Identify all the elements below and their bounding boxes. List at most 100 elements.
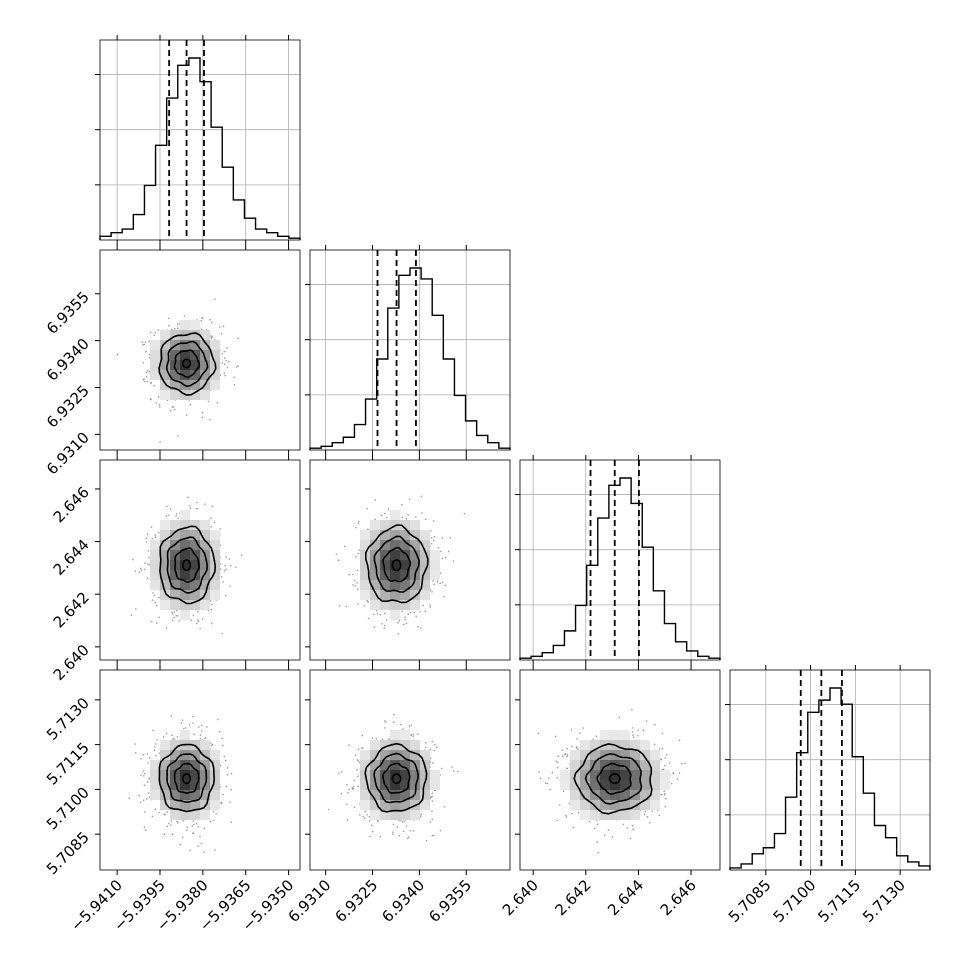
density-cell [410, 540, 420, 550]
density-cell [210, 580, 220, 590]
scatter-point [226, 366, 229, 368]
scatter-point [175, 615, 177, 617]
scatter-point [432, 762, 434, 764]
scatter-point [222, 793, 224, 796]
scatter-point [346, 803, 348, 806]
scatter-point [575, 747, 578, 749]
scatter-point [399, 723, 402, 726]
scatter-point [377, 819, 379, 822]
scatter-point [145, 350, 147, 353]
density-cell [170, 390, 180, 400]
scatter-point [148, 340, 151, 342]
density-cell [360, 750, 370, 760]
scatter-point [663, 790, 665, 792]
scatter-point [199, 627, 201, 630]
density-cell [150, 570, 160, 580]
density-cell [200, 370, 210, 380]
scatter-point [538, 771, 540, 773]
density-cell [660, 780, 670, 790]
scatter-panel-2-0 [95, 455, 301, 665]
scatter-point [169, 508, 172, 510]
density-cell [430, 550, 440, 560]
density-cell [160, 790, 170, 800]
scatter-point [430, 542, 433, 545]
scatter-point [642, 729, 645, 732]
density-cell [420, 570, 430, 580]
scatter-point [209, 418, 211, 421]
scatter-point [139, 801, 142, 804]
scatter-point [134, 570, 137, 572]
scatter-point [432, 520, 435, 522]
density-cell [170, 370, 180, 380]
density-cell [170, 790, 180, 800]
density-cell [610, 730, 620, 740]
scatter-point [357, 520, 360, 523]
scatter-panel-3-0 [95, 665, 301, 875]
scatter-point [632, 828, 635, 831]
density-cell [390, 790, 400, 800]
scatter-point [407, 836, 410, 839]
histogram-panel-1 [305, 245, 511, 455]
scatter-point [163, 813, 165, 815]
scatter-point [684, 762, 686, 765]
panel-frame [519, 459, 721, 661]
x-tick-label: 5.7100 [770, 876, 820, 926]
scatter-point [223, 350, 226, 353]
scatter-point [631, 824, 634, 827]
scatter-point [189, 403, 192, 406]
density-cell [360, 800, 370, 810]
density-cell [630, 770, 640, 780]
density-cell [190, 780, 200, 790]
scatter-point [196, 507, 199, 510]
density-cell [160, 530, 170, 540]
histogram-step-line [519, 477, 721, 660]
density-cell [640, 760, 650, 770]
scatter-point [594, 827, 596, 830]
scatter-point [170, 824, 172, 826]
scatter-point [221, 737, 223, 740]
density-cell [160, 520, 170, 530]
scatter-point [210, 608, 212, 611]
scatter-point [597, 851, 600, 854]
density-cell [610, 780, 620, 790]
density-cell [410, 780, 420, 790]
density-cell [410, 770, 420, 780]
density-cell [410, 550, 420, 560]
scatter-point [637, 734, 639, 737]
scatter-point [665, 797, 667, 800]
scatter-point [185, 414, 188, 416]
scatter-point [165, 515, 168, 518]
scatter-point [166, 811, 169, 813]
scatter-point [212, 810, 215, 813]
scatter-point [172, 737, 174, 740]
scatter-point [158, 596, 160, 599]
scatter-point [226, 347, 228, 349]
density-cell [410, 580, 420, 590]
scatter-point [409, 829, 412, 832]
density-contour [182, 559, 192, 572]
scatter-point [148, 757, 151, 759]
density-contour [174, 547, 200, 583]
scatter-point [401, 820, 404, 823]
density-cell [190, 540, 200, 550]
scatter-point [147, 550, 150, 552]
scatter-point [178, 620, 180, 622]
scatter-point [439, 582, 441, 585]
density-cell [170, 800, 180, 810]
density-cell [590, 780, 600, 790]
scatter-point [401, 516, 404, 519]
density-cell [160, 560, 170, 570]
density-cell [200, 740, 210, 750]
scatter-point [676, 778, 679, 780]
density-cell [210, 570, 220, 580]
density-cell [370, 780, 380, 790]
density-cell [180, 550, 190, 560]
x-tick-label: 2.642 [552, 876, 595, 919]
scatter-point [187, 496, 189, 498]
scatter-point [229, 585, 231, 587]
scatter-point [228, 558, 231, 560]
scatter-point [181, 719, 184, 721]
density-cell [390, 570, 400, 580]
histogram-panel-2 [515, 455, 721, 665]
scatter-point [436, 581, 439, 583]
